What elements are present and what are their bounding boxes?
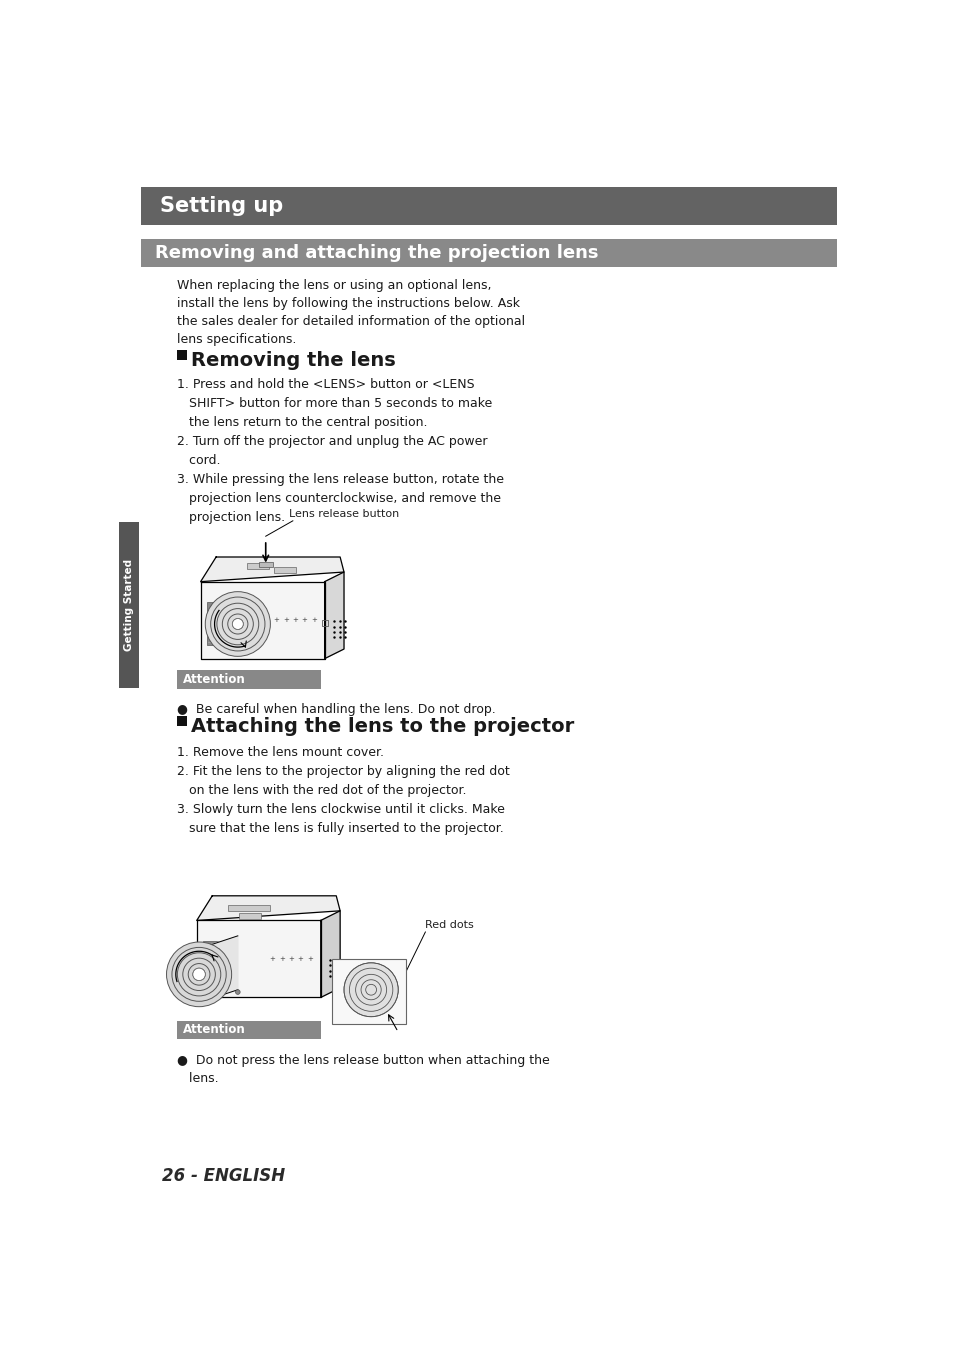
- Text: Attaching the lens to the projector: Attaching the lens to the projector: [192, 717, 574, 736]
- Text: Red dots: Red dots: [425, 919, 474, 930]
- Circle shape: [205, 591, 270, 656]
- Bar: [141, 239, 836, 267]
- Text: +: +: [292, 617, 297, 624]
- Text: +: +: [274, 617, 279, 624]
- Polygon shape: [196, 896, 340, 921]
- Bar: [247, 563, 269, 570]
- Bar: [177, 1021, 320, 1040]
- Bar: [321, 620, 328, 626]
- Circle shape: [167, 942, 232, 1007]
- Text: +: +: [270, 956, 275, 963]
- Polygon shape: [200, 558, 344, 582]
- Text: +: +: [301, 617, 307, 624]
- Bar: [207, 602, 224, 645]
- Circle shape: [233, 618, 243, 629]
- Text: Removing the lens: Removing the lens: [192, 351, 395, 370]
- Text: Getting Started: Getting Started: [124, 559, 134, 651]
- Text: When replacing the lens or using an optional lens,
install the lens by following: When replacing the lens or using an opti…: [177, 279, 525, 346]
- Text: +: +: [279, 956, 285, 963]
- Bar: [177, 350, 187, 360]
- Bar: [274, 567, 295, 574]
- Circle shape: [235, 990, 240, 995]
- Text: Setting up: Setting up: [159, 196, 282, 216]
- Polygon shape: [324, 572, 344, 659]
- Bar: [332, 958, 406, 1025]
- Text: Attention: Attention: [183, 1023, 245, 1037]
- Bar: [258, 563, 273, 567]
- Text: +: +: [297, 956, 303, 963]
- Bar: [177, 670, 320, 688]
- Text: 1. Remove the lens mount cover.
2. Fit the lens to the projector by aligning the: 1. Remove the lens mount cover. 2. Fit t…: [177, 745, 510, 834]
- Bar: [141, 186, 836, 225]
- Bar: [203, 941, 220, 984]
- Polygon shape: [320, 911, 340, 998]
- Text: 1. Press and hold the <LENS> button or <LENS
   SHIFT> button for more than 5 se: 1. Press and hold the <LENS> button or <…: [177, 378, 504, 524]
- Circle shape: [193, 968, 205, 980]
- Text: +: +: [311, 617, 316, 624]
- Text: ●  Be careful when handling the lens. Do not drop.: ● Be careful when handling the lens. Do …: [177, 702, 496, 716]
- Polygon shape: [200, 582, 324, 659]
- Circle shape: [344, 963, 397, 1017]
- Bar: [239, 913, 261, 919]
- Text: Lens release button: Lens release button: [289, 509, 398, 520]
- Bar: [177, 717, 187, 726]
- Bar: [119, 522, 139, 688]
- Text: +: +: [288, 956, 294, 963]
- Text: Attention: Attention: [183, 672, 245, 686]
- Text: Removing and attaching the projection lens: Removing and attaching the projection le…: [154, 244, 598, 262]
- Text: +: +: [307, 956, 313, 963]
- Polygon shape: [196, 921, 320, 998]
- Text: ●  Do not press the lens release button when attaching the
   lens.: ● Do not press the lens release button w…: [177, 1054, 550, 1085]
- Text: 26 - ENGLISH: 26 - ENGLISH: [162, 1166, 285, 1185]
- Polygon shape: [203, 936, 237, 1002]
- Bar: [228, 904, 270, 911]
- Text: +: +: [283, 617, 289, 624]
